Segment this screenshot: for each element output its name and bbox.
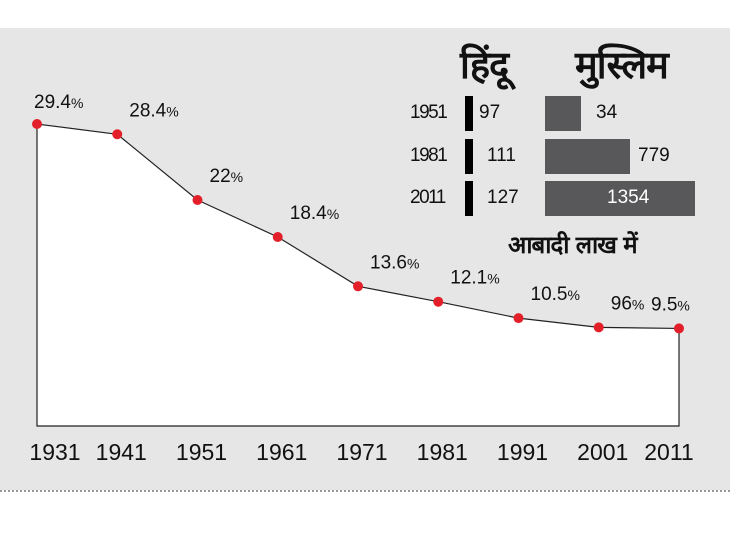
data-label: 10.5% xyxy=(531,284,580,305)
year-label: 1951 xyxy=(410,102,448,123)
data-label: 12.1% xyxy=(450,268,499,289)
data-point xyxy=(674,323,684,334)
x-tick-label: 1991 xyxy=(497,439,548,465)
muslim-bar xyxy=(545,139,630,174)
percent-sign: % xyxy=(71,95,83,111)
hindu-value: 127 xyxy=(487,187,519,208)
data-label: 22% xyxy=(210,166,244,187)
data-label: 18.4% xyxy=(290,203,339,224)
dotted-divider xyxy=(0,490,730,492)
x-tick-label: 2011 xyxy=(644,439,693,465)
muslim-value: 1354 xyxy=(607,187,650,208)
inset-row: 1981 111 779 xyxy=(410,139,720,175)
x-tick-label: 1951 xyxy=(176,439,227,465)
hindu-bar xyxy=(465,139,473,174)
data-point xyxy=(593,322,604,333)
year-label: 1981 xyxy=(410,145,448,166)
hindu-header: हिंदू xyxy=(460,43,509,87)
data-label: 96% xyxy=(611,293,645,314)
x-tick-label: 1931 xyxy=(29,439,80,465)
x-tick-label: 1941 xyxy=(96,439,147,465)
hindu-bar xyxy=(465,96,473,131)
data-point xyxy=(433,296,444,307)
data-point xyxy=(272,231,283,242)
percent-sign: % xyxy=(231,169,243,185)
area-border xyxy=(36,123,680,427)
hindu-bar xyxy=(465,181,473,216)
muslim-bar xyxy=(545,181,695,216)
percent-sign: % xyxy=(166,103,178,119)
hindu-value: 111 xyxy=(487,145,516,166)
inset-row: 2011 127 1354 xyxy=(410,181,720,217)
inset-footer: आबादी लाख में xyxy=(508,231,638,259)
data-label: 28.4% xyxy=(129,100,178,121)
data-point xyxy=(192,195,203,206)
muslim-value: 34 xyxy=(596,102,618,123)
data-point xyxy=(112,129,123,140)
percent-sign: % xyxy=(677,297,689,313)
data-label: 9.5% xyxy=(651,294,690,315)
year-label: 2011 xyxy=(410,187,446,208)
x-tick-label: 1961 xyxy=(256,439,307,465)
x-tick-label: 2001 xyxy=(577,439,628,465)
percent-sign: % xyxy=(632,296,644,312)
data-point xyxy=(513,313,524,324)
inset-row: 1951 97 34 xyxy=(410,96,720,132)
area-fill xyxy=(37,124,679,426)
x-tick-label: 1971 xyxy=(336,439,387,465)
muslim-bar xyxy=(545,96,581,131)
data-label: 29.4% xyxy=(34,92,83,113)
percent-sign: % xyxy=(407,255,419,271)
data-point xyxy=(32,119,42,129)
percent-sign: % xyxy=(327,206,339,222)
data-point xyxy=(353,281,363,292)
muslim-value: 779 xyxy=(638,145,670,166)
data-label: 13.6% xyxy=(370,252,419,273)
muslim-header: मुस्लिम xyxy=(575,43,669,87)
hindu-value: 97 xyxy=(479,102,501,123)
population-inset: हिंदू मुस्लिम 1951 97 34 1981 111 779 20… xyxy=(410,38,720,268)
x-tick-label: 1981 xyxy=(417,439,468,465)
percent-sign: % xyxy=(567,287,579,303)
percent-sign: % xyxy=(487,271,499,287)
